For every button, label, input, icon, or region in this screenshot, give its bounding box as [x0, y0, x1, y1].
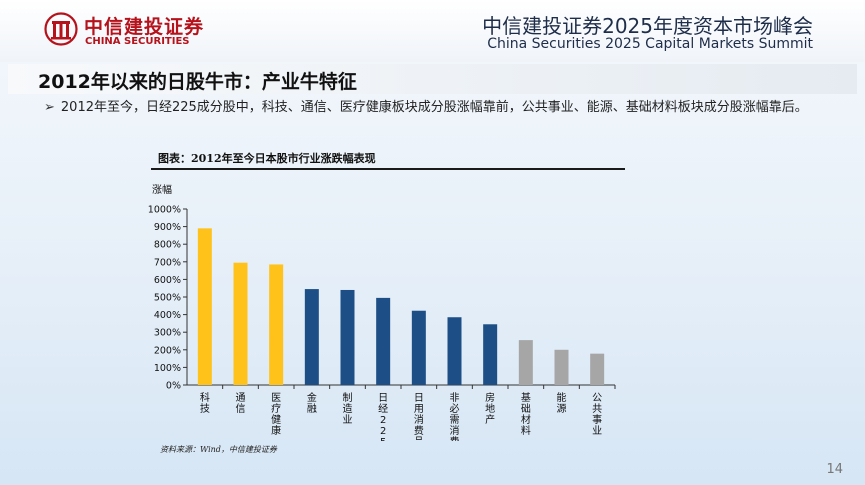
- category-label-char: 料: [521, 424, 531, 437]
- category-label-char: 用: [414, 404, 424, 415]
- category-label-char: 产: [485, 413, 495, 426]
- y-tick-label: 700%: [154, 257, 181, 268]
- y-tick-label: 300%: [154, 328, 181, 339]
- category-label-6: 日经225指数: [378, 393, 388, 441]
- china-securities-logo-icon: [44, 12, 78, 46]
- page-title: 2012年以来的日股牛市：产业牛特征: [38, 71, 357, 93]
- category-label-char: 需: [450, 414, 460, 426]
- y-tick-label: 400%: [154, 310, 181, 321]
- category-label-char: 融: [307, 403, 317, 415]
- y-tick-label: 800%: [154, 240, 181, 251]
- category-label-char: 共: [592, 403, 602, 415]
- category-label-char: 5: [380, 437, 386, 441]
- y-tick-label: 900%: [154, 222, 181, 233]
- category-label-char: 基: [521, 391, 531, 404]
- bar-6: [376, 297, 391, 385]
- bullet-point: ➢ 2012年至今，日经225成分股中，科技、通信、医疗健康板块成分股涨幅靠前，公…: [44, 98, 824, 117]
- summit-title-chinese: 中信建投证券2025年度资本市场峰会: [482, 14, 813, 38]
- bar-7: [411, 310, 426, 385]
- category-label-char: 康: [271, 424, 281, 437]
- category-label-9: 房地产: [485, 391, 495, 426]
- category-label-char: 地: [485, 402, 495, 415]
- category-label-char: 础: [521, 403, 531, 415]
- category-label-char: 疗: [271, 402, 281, 415]
- category-label-char: 消: [414, 413, 424, 426]
- y-axis-label: 涨幅: [152, 183, 172, 196]
- category-label-char: 必: [450, 402, 460, 415]
- category-label-2: 通信: [236, 392, 246, 415]
- bar-4: [304, 289, 319, 385]
- category-label-char: 消: [450, 424, 460, 437]
- bar-5: [340, 289, 355, 385]
- sector-returns-bar-chart: 涨幅 0% 100% 200% 300% 400% 500% 600% 700% 800% 900%…: [148, 183, 616, 441]
- category-label-5: 制造业: [343, 391, 353, 426]
- category-label-char: 科: [200, 391, 210, 404]
- category-label-3: 医疗健康: [271, 392, 281, 437]
- page-number: 14: [826, 462, 843, 477]
- category-label-char: 通: [236, 392, 246, 404]
- category-label-char: 医: [271, 392, 281, 404]
- title-band: 2012年以来的日股牛市：产业牛特征: [8, 64, 857, 94]
- y-tick-label: 100%: [154, 363, 181, 374]
- bar-12: [590, 353, 605, 385]
- category-label-char: 技: [200, 402, 210, 415]
- chart-title-rule: [151, 168, 625, 170]
- category-label-8: 非必需消费品: [450, 392, 460, 441]
- summit-title-english: China Securities 2025 Capital Markets Su…: [487, 36, 813, 52]
- chart-title: 图表：2012年至今日本股市行业涨跌幅表现: [158, 152, 376, 165]
- category-label-char: 事: [592, 413, 602, 426]
- category-label-char: 信: [236, 403, 246, 415]
- category-label-char: 2: [380, 415, 386, 426]
- slide-header: 中信建投证券 CHINA SECURITIES 中信建投证券2025年度资本市场…: [0, 0, 865, 62]
- category-label-7: 日用消费品: [414, 393, 424, 441]
- y-tick-label: 1000%: [148, 205, 181, 216]
- bar-8: [447, 317, 462, 385]
- category-label-char: 公: [592, 393, 602, 404]
- category-label-char: 费: [450, 435, 460, 441]
- bar-11: [554, 349, 569, 385]
- category-label-char: 健: [271, 414, 281, 426]
- bar-10: [518, 340, 533, 385]
- category-label-char: 业: [343, 414, 353, 426]
- y-tick-label: 0%: [166, 381, 181, 392]
- y-tick-label: 500%: [154, 293, 181, 304]
- y-tick-label: 600%: [154, 275, 181, 286]
- category-label-char: 材: [521, 413, 531, 426]
- logo-english-name: CHINA SECURITIES: [85, 36, 190, 47]
- category-label-char: 源: [557, 402, 567, 415]
- logo-chinese-name: 中信建投证券: [84, 16, 205, 38]
- bar-2: [233, 262, 248, 385]
- category-label-12: 公共事业: [592, 393, 602, 437]
- bullet-arrow-icon: ➢: [44, 100, 55, 115]
- category-label-4: 金融: [307, 391, 317, 415]
- source-note: 资料来源：Wind，中信建投证券: [160, 445, 277, 454]
- category-label-char: 品: [414, 436, 424, 441]
- category-label-11: 能源: [557, 391, 567, 415]
- category-label-char: 日: [414, 393, 424, 404]
- category-label-char: 费: [414, 424, 424, 437]
- category-label-char: 金: [307, 391, 317, 404]
- category-label-1: 科技: [200, 391, 210, 415]
- category-label-char: 日: [378, 393, 388, 404]
- bar-9: [483, 324, 498, 385]
- category-label-char: 业: [592, 425, 602, 437]
- category-label-char: 造: [343, 402, 353, 415]
- category-label-char: 经: [378, 402, 388, 415]
- category-label-10: 基础材料: [521, 391, 531, 437]
- category-label-char: 非: [450, 392, 460, 404]
- category-label-char: 能: [557, 391, 567, 404]
- category-label-char: 制: [343, 391, 353, 404]
- y-tick-label: 200%: [154, 345, 181, 356]
- bullet-text: 2012年至今，日经225成分股中，科技、通信、医疗健康板块成分股涨幅靠前，公共…: [60, 100, 808, 115]
- category-label-char: 房: [485, 391, 495, 404]
- bar-1: [197, 228, 212, 385]
- bar-3: [269, 264, 284, 385]
- category-label-char: 2: [380, 426, 386, 437]
